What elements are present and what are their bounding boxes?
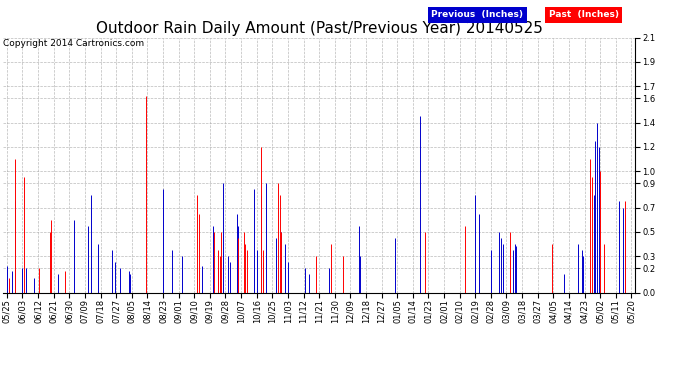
- Title: Outdoor Rain Daily Amount (Past/Previous Year) 20140525: Outdoor Rain Daily Amount (Past/Previous…: [96, 21, 542, 36]
- Text: Past  (Inches): Past (Inches): [549, 10, 618, 20]
- Text: Copyright 2014 Cartronics.com: Copyright 2014 Cartronics.com: [3, 39, 145, 48]
- Text: Previous  (Inches): Previous (Inches): [431, 10, 523, 20]
